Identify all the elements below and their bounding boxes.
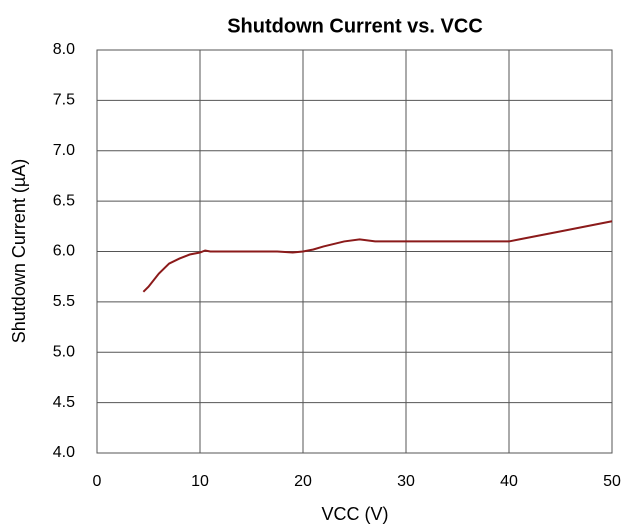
- y-tick-label: 4.0: [53, 444, 75, 461]
- y-tick-label: 6.5: [53, 192, 75, 209]
- plot-border: [96, 49, 613, 454]
- y-tick-label: 8.0: [53, 41, 75, 58]
- x-tick-label: 10: [191, 473, 209, 490]
- x-axis-label: VCC (V): [322, 504, 389, 524]
- y-tick-label: 7.0: [53, 142, 75, 159]
- x-tick-label: 50: [603, 473, 621, 490]
- x-tick-label: 20: [294, 473, 312, 490]
- y-tick-label: 7.5: [53, 92, 75, 109]
- y-tick-label: 6.0: [53, 243, 75, 260]
- x-tick-label: 30: [397, 473, 415, 490]
- y-tick-label: 5.5: [53, 293, 75, 310]
- y-tick-label: 4.5: [53, 394, 75, 411]
- x-tick-label: 0: [93, 473, 102, 490]
- x-tick-label: 40: [500, 473, 518, 490]
- data-line: [142, 220, 613, 293]
- y-axis-label: Shutdown Current (µA): [9, 159, 29, 343]
- y-tick-label: 5.0: [53, 343, 75, 360]
- chart-title: Shutdown Current vs. VCC: [227, 15, 483, 37]
